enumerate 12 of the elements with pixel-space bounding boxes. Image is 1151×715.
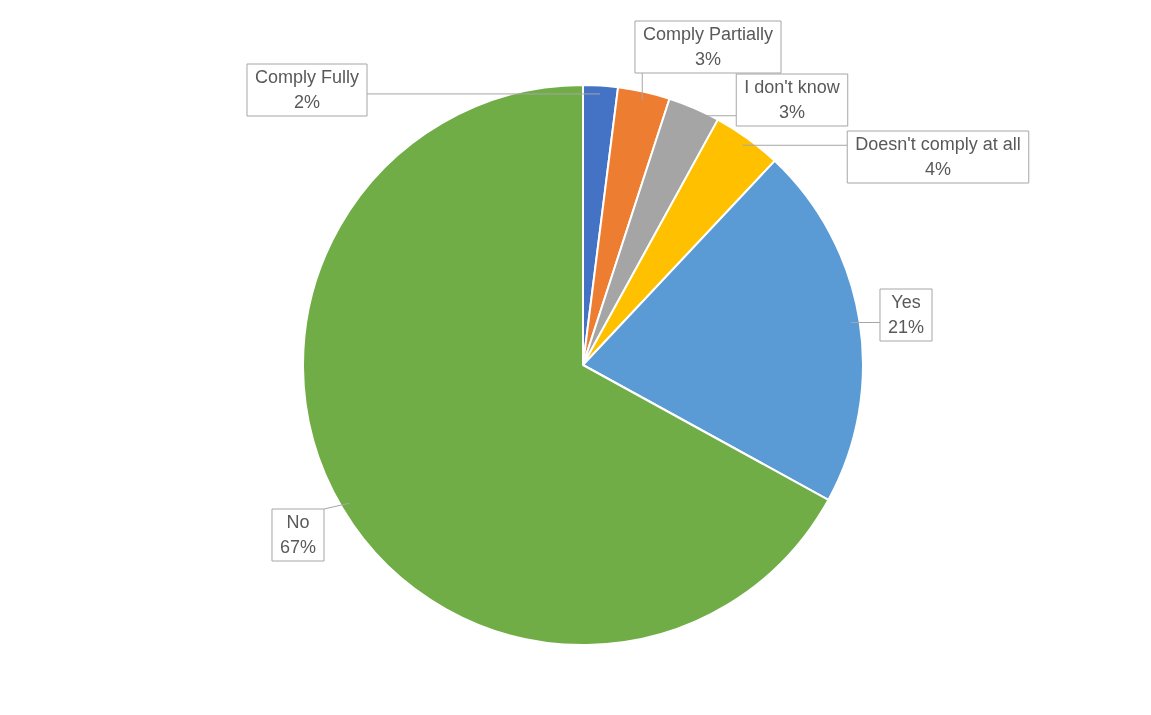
slice-label: Yes [891, 291, 921, 312]
slice-label: No [286, 511, 310, 532]
data-label: 3% [778, 101, 806, 122]
data-label: 21% [887, 316, 925, 337]
slice-label: I don't know [744, 76, 841, 97]
data-label: 67% [279, 536, 317, 557]
data-label: 2% [293, 91, 321, 112]
data-label: 4% [924, 158, 952, 179]
data-label: 3% [694, 48, 722, 69]
slice-label: Comply Partially [642, 23, 774, 44]
slice-label: Comply Fully [254, 66, 360, 87]
slice-label: Doesn't comply at all [855, 133, 1021, 154]
